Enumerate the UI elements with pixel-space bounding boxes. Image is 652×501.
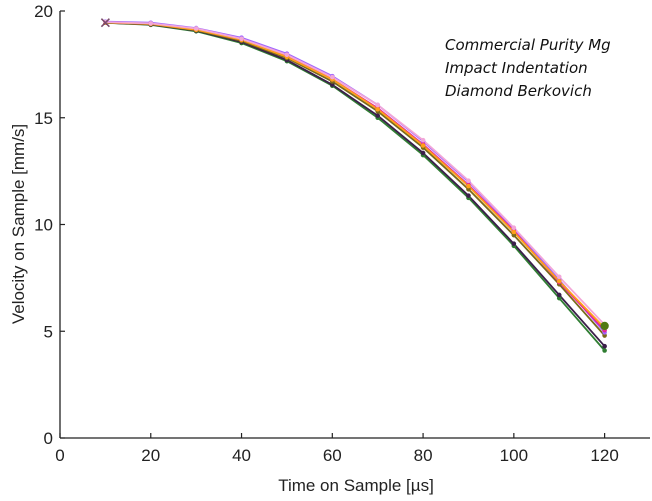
data-point: [556, 292, 562, 298]
data-point: [284, 52, 290, 58]
series-line-7: [105, 21, 606, 326]
x-tick-label: 80: [414, 446, 433, 465]
data-point: [511, 232, 517, 238]
data-point: [148, 21, 154, 26]
series-line-6: [105, 21, 606, 329]
y-tick-label: 0: [44, 429, 53, 448]
annotation-line-3: Diamond Berkovich: [445, 82, 592, 100]
y-tick-label: 5: [44, 322, 53, 341]
end-point-marker: [600, 321, 609, 331]
data-point: [466, 193, 471, 198]
y-tick-label: 15: [34, 109, 53, 128]
data-point: [420, 143, 426, 148]
data-point: [602, 333, 607, 338]
y-tick-label: 20: [34, 2, 53, 21]
y-axis-title: Velocity on Sample [mm/s]: [9, 124, 28, 324]
x-axis-title: Time on Sample [µs]: [278, 476, 434, 495]
start-cross-marker: [100, 18, 110, 28]
annotation-line-1: Commercial Purity Mg: [445, 36, 611, 54]
x-tick-label: 120: [590, 446, 618, 465]
data-point: [239, 36, 244, 42]
data-point: [602, 348, 607, 353]
data-point: [330, 82, 335, 87]
data-point: [556, 278, 562, 284]
data-point: [556, 295, 562, 301]
data-point: [375, 102, 380, 108]
data-point: [193, 26, 199, 31]
data-point: [511, 229, 517, 235]
annotation-line-2: Impact Indentation: [445, 59, 588, 77]
x-tick-label: 60: [323, 446, 342, 465]
y-tick-label: 10: [34, 216, 53, 235]
data-point: [602, 343, 607, 349]
data-point: [466, 178, 471, 184]
data-point: [330, 74, 335, 80]
data-point: [466, 186, 471, 192]
data-point: [420, 137, 426, 143]
x-tick-label: 20: [141, 446, 160, 465]
x-tick-label: 40: [232, 446, 251, 465]
data-point: [556, 274, 562, 280]
x-tick-label: 0: [55, 446, 64, 465]
data-point: [375, 106, 380, 112]
data-point: [375, 113, 380, 118]
data-point: [511, 241, 517, 247]
data-point: [466, 183, 471, 189]
data-point: [511, 225, 517, 231]
data-point: [420, 150, 426, 156]
x-tick-label: 100: [500, 446, 528, 465]
